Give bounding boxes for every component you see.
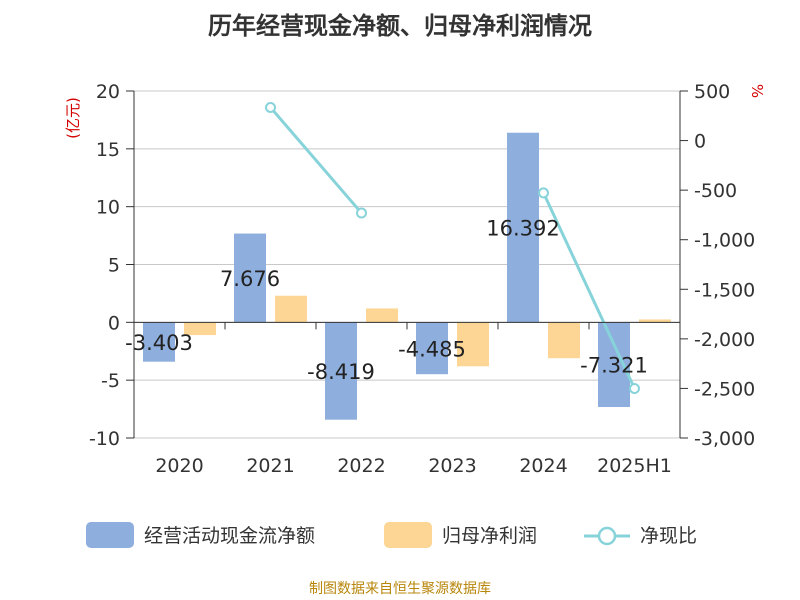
bar-profit [548,322,580,359]
bar-profit [275,295,307,323]
left-tick-label: -10 [89,428,120,450]
left-tick-label: 20 [96,81,120,103]
category-label: 2025H1 [597,455,672,477]
left-tick-label: 0 [108,312,120,334]
category-label: 2023 [428,455,476,477]
category-label: 2021 [246,455,294,477]
data-label-cashflow: 7.676 [220,267,280,291]
legend-swatch-profit [384,522,432,548]
ratio-point [538,187,549,199]
data-label-cashflow: -4.485 [398,337,466,361]
ratio-line-segment [542,192,636,390]
left-tick-label: -5 [101,370,120,392]
chart-title: 历年经营现金净额、归母净利润情况 [208,12,592,40]
right-tick-label: -3,000 [694,428,755,450]
legend: 经营活动现金流净额 归母净利润 净现比 [86,522,697,548]
right-axis-unit: % [748,84,766,98]
left-tick-label: 5 [108,255,120,277]
left-tick-label: 10 [96,197,120,219]
right-tick-label: -1,500 [694,279,755,301]
bar-cashflow [416,322,448,375]
right-tick-label: 0 [694,131,706,153]
right-tick-label: -2,000 [694,329,755,351]
right-tick-label: -1,000 [694,230,755,252]
right-tick-label: -500 [694,180,737,202]
legend-swatch-cashflow [86,522,134,548]
bar-cashflow [234,233,266,323]
legend-label-cashflow: 经营活动现金流净额 [144,525,315,547]
right-tick-label: 500 [694,81,730,103]
data-label-cashflow: -7.321 [580,354,648,378]
bar-profit [184,322,216,336]
data-label-cashflow: -8.419 [307,360,375,384]
ratio-line [265,101,640,395]
bar-cashflow [325,322,357,420]
left-tick-label: 15 [96,139,120,161]
bar-cashflow [143,322,175,362]
category-label: 2020 [155,455,203,477]
ratio-point [265,101,276,113]
bar-cashflow [507,132,539,323]
right-tick-label: -2,500 [694,378,755,400]
bar-profit [366,308,398,323]
axes: 20 15 10 5 0 -5 -10 500 0 -500 -1,000 -1,500 -2,000 -… [89,81,755,477]
legend-label-ratio: 净现比 [640,525,697,547]
ratio-point [629,383,640,395]
legend-marker-ratio [597,526,617,546]
category-label: 2022 [337,455,385,477]
ratio-point [356,207,367,219]
bar-profit [457,322,489,367]
left-axis-unit: (亿元) [64,97,82,139]
source-note: 制图数据来自恒生聚源数据库 [309,581,491,597]
data-label-cashflow: -3.403 [125,331,193,355]
bar-profit [639,319,671,323]
data-labels: -3.403 7.676 -8.419 -4.485 16.392 -7.321 [125,217,648,384]
legend-label-profit: 归母净利润 [442,525,537,547]
data-label-cashflow: 16.392 [486,217,559,241]
category-label: 2024 [519,455,567,477]
ratio-line-segment [269,106,363,215]
